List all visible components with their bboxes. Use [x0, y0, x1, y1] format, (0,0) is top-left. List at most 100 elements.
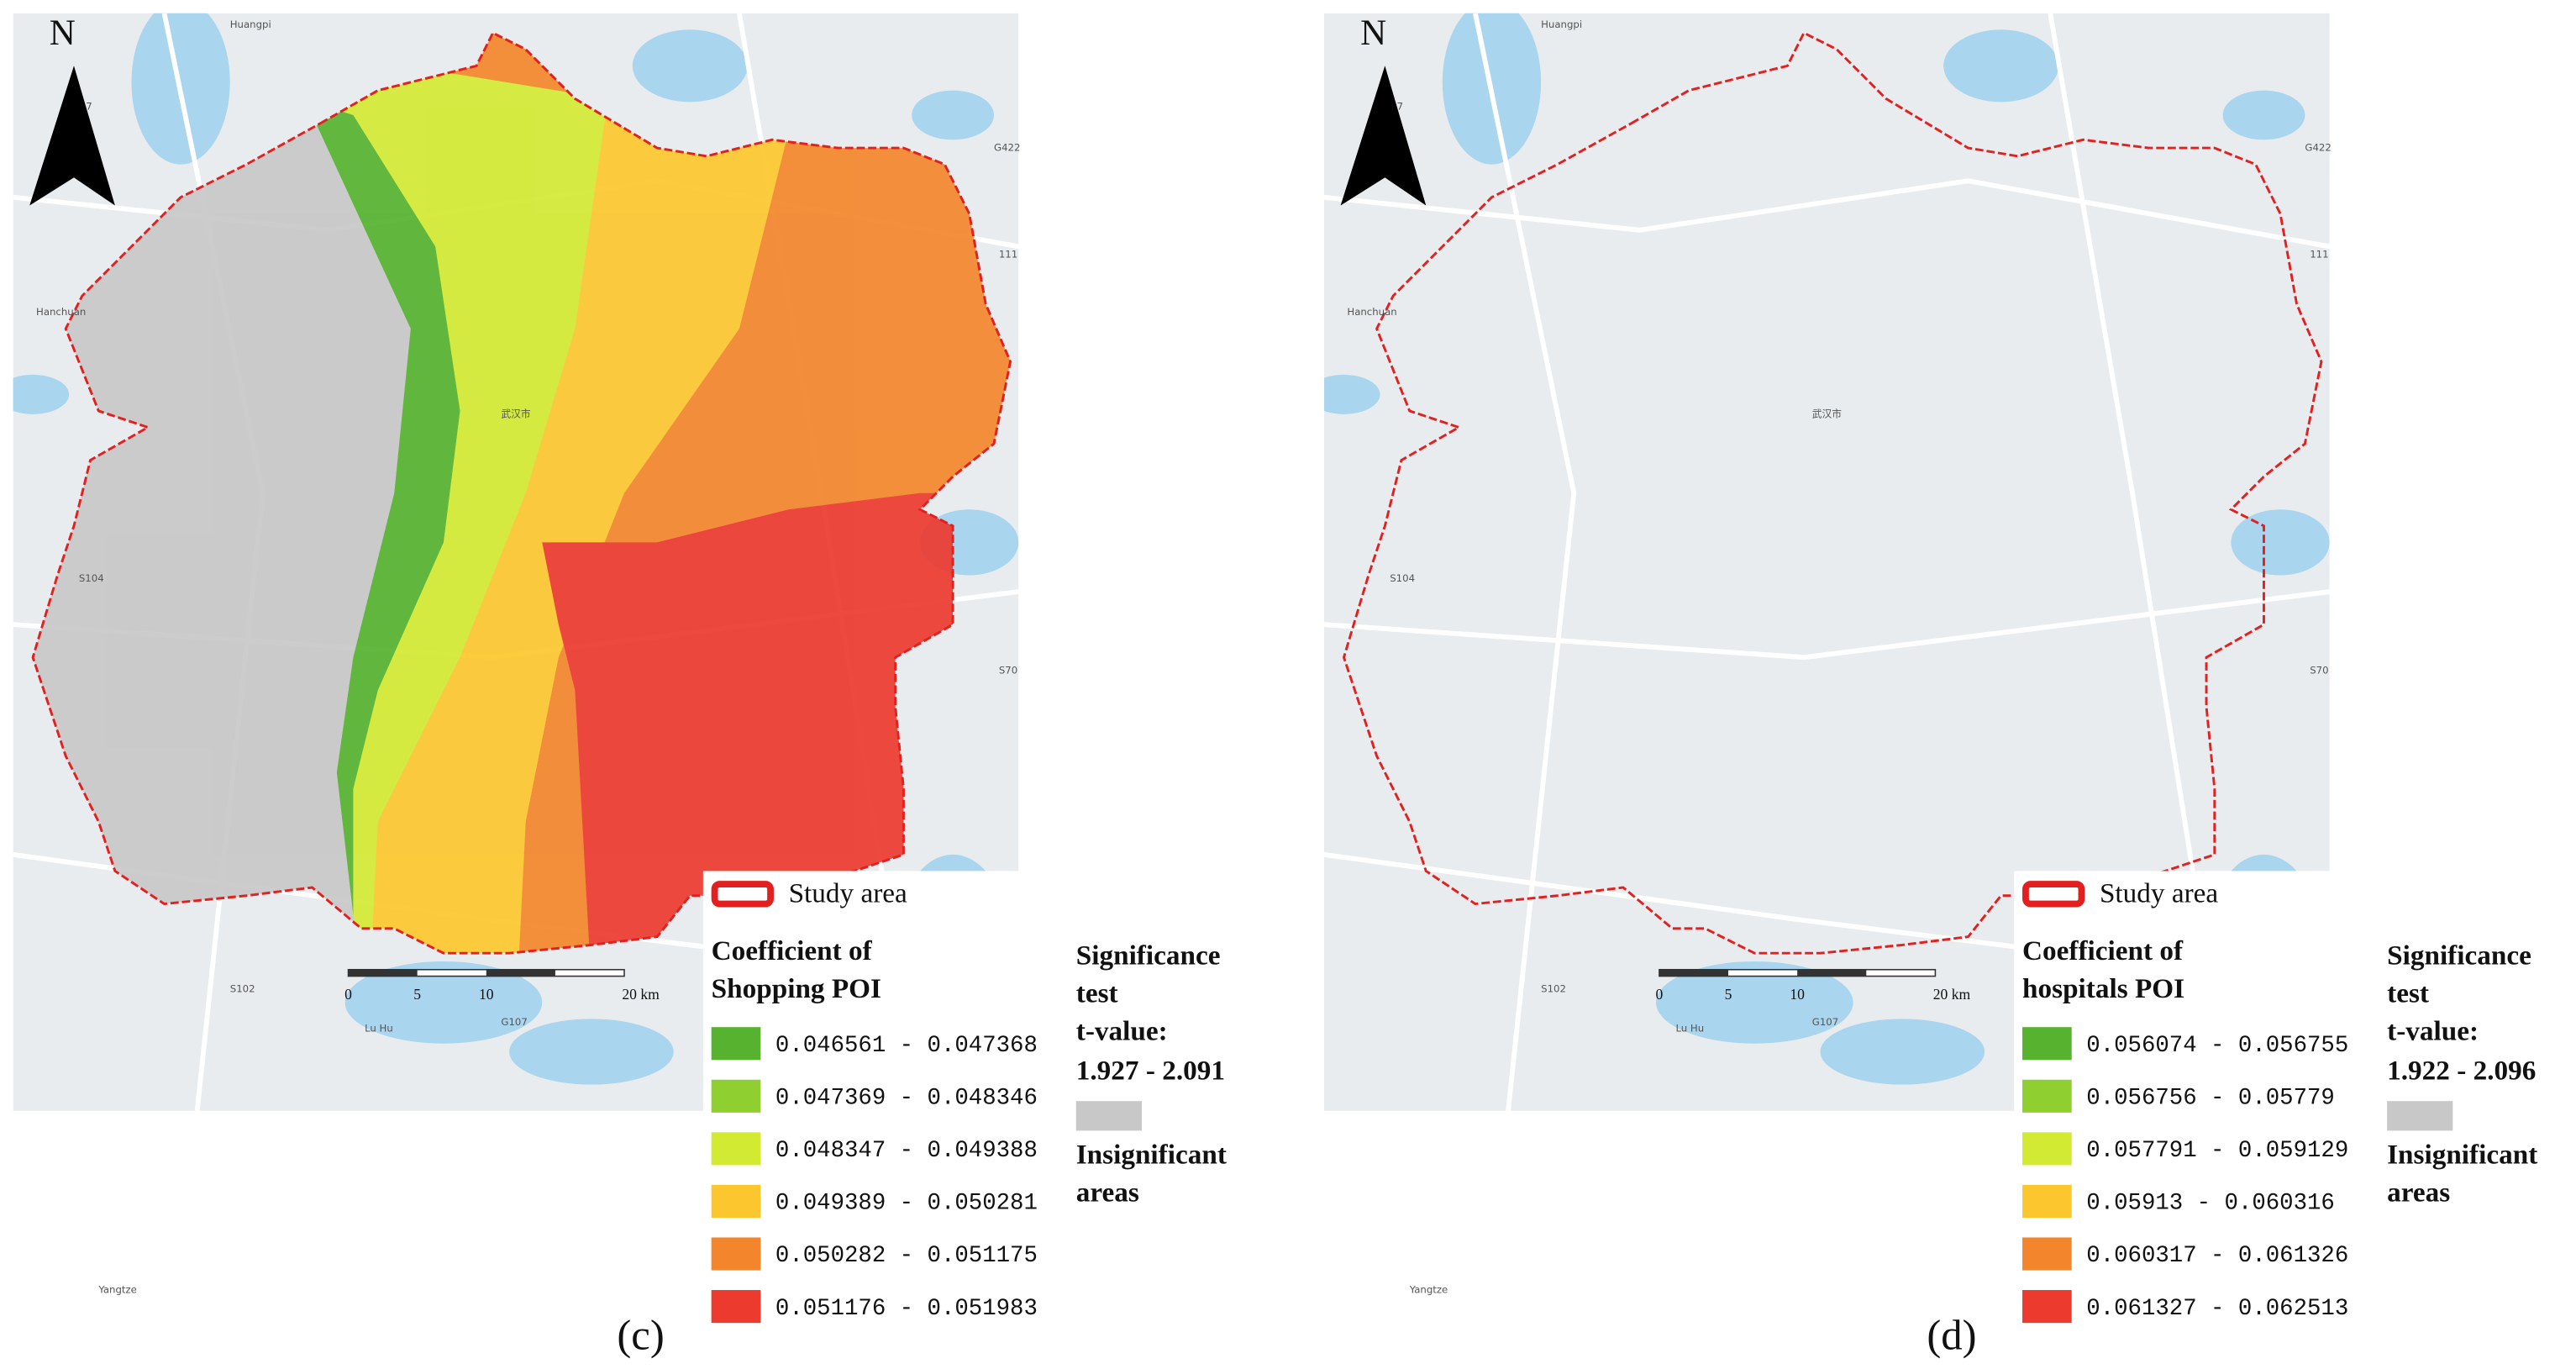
legend-swatch — [711, 1237, 761, 1271]
map-label: Hanchuan — [36, 306, 86, 318]
legend-swatch — [711, 1027, 761, 1061]
legend-swatch — [2022, 1027, 2072, 1061]
legend-label: 0.049389 - 0.050281 — [775, 1191, 1038, 1217]
significance-title: test — [1076, 978, 1118, 1009]
road — [1473, 13, 1577, 1111]
scale-label: 5 — [413, 986, 421, 1003]
zones — [33, 33, 1011, 954]
legend-label: 0.050282 - 0.051175 — [775, 1243, 1038, 1269]
legend-swatch — [2022, 1079, 2072, 1113]
map-label: 111 — [2310, 249, 2328, 261]
legend-title: Coefficient of — [2022, 935, 2184, 966]
water — [509, 1019, 674, 1085]
legend-label: 0.046561 - 0.047368 — [775, 1033, 1038, 1059]
map-label: Yangtze — [1409, 1284, 1448, 1296]
t-label: t-value: — [1076, 1016, 1168, 1047]
map-label: Lu Hu — [1675, 1023, 1704, 1035]
insignificant-label: areas — [2387, 1177, 2450, 1208]
map-label: S70 — [2310, 664, 2328, 676]
map-label: S70 — [999, 664, 1017, 676]
water — [0, 1118, 394, 1183]
legend-label: 0.061327 - 0.062513 — [2086, 1296, 2348, 1322]
map-label: G107 — [501, 1016, 527, 1028]
caption: (c) — [617, 1311, 664, 1358]
study-area-label: Study area — [789, 877, 907, 908]
t-label: t-value: — [2387, 1016, 2479, 1047]
zone-layer — [33, 33, 1011, 954]
insignificant-swatch — [1075, 1101, 1142, 1131]
legend-label: 0.05913 - 0.060316 — [2086, 1191, 2335, 1217]
legend-label: 0.048347 - 0.049388 — [775, 1138, 1038, 1164]
insignificant-label: Insignificant — [1076, 1139, 1227, 1170]
legend-swatch — [2022, 1132, 2072, 1166]
legend-swatch — [2022, 1237, 2072, 1271]
water — [2231, 509, 2330, 576]
significance-title: Significance — [1076, 940, 1221, 971]
water — [344, 961, 543, 1044]
scale-label: 0 — [344, 986, 352, 1003]
legend-title: Coefficient of — [712, 935, 873, 966]
water — [1324, 374, 1380, 414]
scale-label: 20 km — [622, 986, 660, 1003]
water — [2222, 90, 2305, 140]
insignificant-label: areas — [1076, 1177, 1139, 1208]
scale-bar-fill — [486, 969, 555, 977]
panel: HuangpiG107G422HanchuanS104S102G107Lu Hu… — [1324, 13, 2576, 1358]
water — [1943, 29, 2059, 103]
panel: HuangpiG107G422HanchuanS104S102G107Lu Hu… — [0, 13, 1327, 1359]
legend-swatch — [711, 1184, 761, 1219]
scale-bar-fill — [1659, 969, 1729, 977]
significance-title: test — [2387, 978, 2429, 1009]
legend-background — [702, 871, 1327, 1315]
legend-swatch — [711, 1290, 761, 1324]
study-area-swatch — [711, 881, 774, 908]
water — [1820, 1019, 1985, 1085]
scale-bar-fill — [1797, 969, 1867, 977]
legend-swatch — [2022, 1290, 2072, 1324]
scale-label: 5 — [1725, 986, 1732, 1003]
scale-label: 0 — [1656, 986, 1664, 1003]
map-label: Huangpi — [1541, 18, 1582, 30]
scale-label: 10 — [1790, 986, 1805, 1003]
study-area-swatch — [2022, 881, 2085, 908]
scale-label: 10 — [479, 986, 494, 1003]
north-arrow — [29, 66, 115, 206]
map-label: Lu Hu — [365, 1023, 393, 1035]
study-area-outline — [31, 31, 1012, 955]
legend-label: 0.056756 - 0.05779 — [2086, 1086, 2335, 1112]
map-label: S104 — [1390, 572, 1415, 584]
legend-background — [2014, 871, 2576, 1315]
road — [1324, 178, 2330, 250]
water — [1656, 961, 1853, 1044]
map-label: 武汉市 — [1812, 408, 1842, 419]
insignificant-label: Insignificant — [2387, 1139, 2537, 1170]
water — [912, 90, 994, 140]
north-arrow — [1340, 66, 1427, 206]
map-label: G107 — [1812, 1016, 1838, 1028]
map-label: 111 — [999, 249, 1017, 261]
legend-label: 0.051176 - 0.051983 — [775, 1296, 1038, 1322]
legend-label: 0.056074 - 0.056755 — [2086, 1033, 2348, 1059]
legend-label: 0.047369 - 0.048346 — [775, 1086, 1038, 1112]
map-label: 武汉市 — [501, 408, 530, 419]
map-label: G422 — [994, 142, 1020, 154]
north-label: N — [1360, 13, 1386, 53]
map-label: S102 — [230, 983, 255, 995]
scale-bar-fill — [348, 969, 418, 977]
road — [1324, 589, 2330, 661]
water — [632, 29, 748, 103]
zone — [542, 492, 986, 954]
significance-title: Significance — [2387, 940, 2531, 971]
map-label: G422 — [2305, 142, 2331, 154]
water — [13, 374, 70, 414]
map-label: S104 — [79, 572, 104, 584]
map-label: Hanchuan — [1347, 306, 1396, 318]
legend-swatch — [711, 1132, 761, 1166]
legend-title: hospitals POI — [2022, 973, 2184, 1004]
legend-swatch — [2022, 1184, 2072, 1219]
t-range: 1.927 - 2.091 — [1076, 1056, 1225, 1087]
legend-label: 0.060317 - 0.061326 — [2086, 1243, 2348, 1269]
insignificant-swatch — [2387, 1101, 2453, 1131]
